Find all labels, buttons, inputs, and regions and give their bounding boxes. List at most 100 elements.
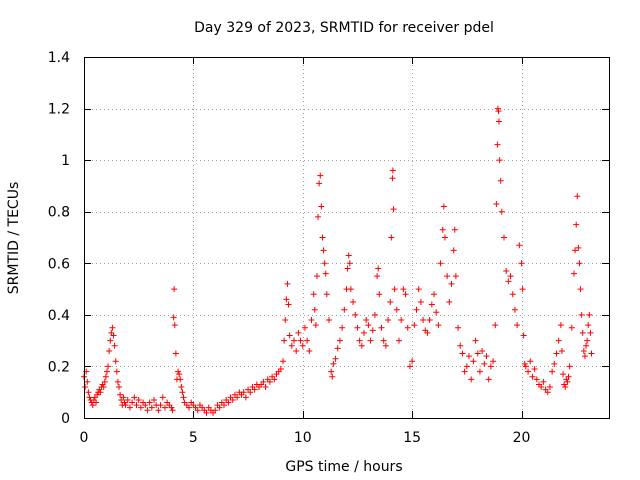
data-point: [339, 324, 346, 331]
data-point: [507, 273, 514, 280]
tick-marks: [84, 57, 609, 419]
data-point: [457, 342, 464, 349]
data-point: [493, 200, 500, 207]
data-point: [586, 311, 593, 318]
data-point: [404, 324, 411, 331]
data-point: [304, 337, 311, 344]
data-point: [494, 141, 501, 148]
data-point: [452, 273, 459, 280]
data-point: [356, 337, 363, 344]
data-point: [487, 363, 494, 370]
data-point: [564, 378, 571, 385]
data-point: [155, 407, 162, 414]
data-point: [391, 286, 398, 293]
data-point: [326, 317, 332, 324]
data-point: [312, 322, 319, 329]
data-point: [389, 175, 396, 182]
x-tick-label: 20: [513, 430, 531, 446]
data-point: [522, 363, 529, 370]
data-point: [229, 396, 236, 403]
data-point: [126, 404, 133, 411]
data-point: [374, 273, 381, 280]
data-point: [474, 350, 481, 357]
x-axis-label: GPS time / hours: [285, 459, 402, 475]
data-point: [171, 322, 178, 329]
data-point: [566, 363, 573, 370]
data-point: [93, 399, 100, 406]
data-point: [177, 376, 184, 383]
data-point: [178, 384, 185, 391]
chart-title: Day 329 of 2023, SRMTID for receiver pde…: [194, 20, 494, 36]
data-point: [390, 206, 397, 213]
data-point: [496, 157, 503, 164]
data-point: [561, 381, 568, 388]
data-point: [466, 353, 472, 360]
data-point: [344, 265, 351, 272]
data-point: [540, 378, 547, 385]
data-point: [440, 203, 447, 210]
data-point: [557, 322, 564, 329]
data-point: [103, 368, 110, 375]
data-point: [280, 358, 287, 365]
data-point: [527, 358, 534, 365]
data-point: [323, 291, 330, 298]
data-point: [396, 337, 402, 344]
data-point: [516, 242, 523, 249]
data-point: [110, 332, 117, 339]
data-point: [288, 342, 295, 349]
data-point: [380, 337, 387, 344]
data-point: [247, 389, 254, 396]
data-point: [572, 247, 579, 254]
data-point: [514, 322, 521, 329]
data-point: [574, 193, 581, 200]
data-point: [283, 296, 290, 303]
data-point: [433, 309, 440, 316]
data-point: [321, 260, 328, 267]
data-point: [161, 404, 168, 411]
data-point: [529, 373, 536, 380]
data-point: [94, 391, 101, 398]
data-point: [122, 402, 129, 409]
data-point: [148, 404, 155, 411]
data-point: [176, 371, 183, 378]
data-point: [587, 329, 594, 336]
data-point: [476, 368, 483, 375]
data-point: [400, 286, 407, 293]
data-point: [435, 322, 442, 329]
data-point: [129, 399, 136, 406]
data-point: [221, 402, 227, 409]
data-point: [277, 366, 284, 373]
data-point: [551, 360, 558, 367]
data-point: [109, 324, 116, 331]
data-point: [291, 337, 297, 344]
data-point: [388, 234, 395, 241]
data-point: [385, 317, 392, 324]
data-point: [262, 384, 269, 391]
data-point: [151, 396, 157, 403]
data-point: [203, 409, 210, 416]
y-tick-label: 1.4: [48, 50, 70, 66]
x-tick-label: 0: [80, 430, 89, 446]
data-point: [525, 368, 532, 375]
data-point: [497, 177, 504, 184]
data-point: [135, 396, 142, 403]
data-point: [505, 278, 512, 285]
data-point: [175, 368, 182, 375]
data-point: [511, 306, 518, 313]
data-point: [578, 311, 585, 318]
data-point: [371, 311, 378, 318]
data-point: [112, 358, 119, 365]
data-point: [571, 270, 577, 277]
data-point: [114, 378, 121, 385]
data-point: [495, 108, 502, 115]
data-point: [186, 404, 192, 411]
y-tick-label: 1: [61, 153, 70, 169]
data-point: [538, 384, 545, 391]
data-point: [116, 384, 122, 391]
data-point: [420, 317, 427, 324]
data-point: [376, 291, 383, 298]
data-point: [334, 345, 341, 352]
data-point: [284, 280, 291, 287]
data-point: [352, 311, 359, 318]
data-point: [455, 324, 462, 331]
